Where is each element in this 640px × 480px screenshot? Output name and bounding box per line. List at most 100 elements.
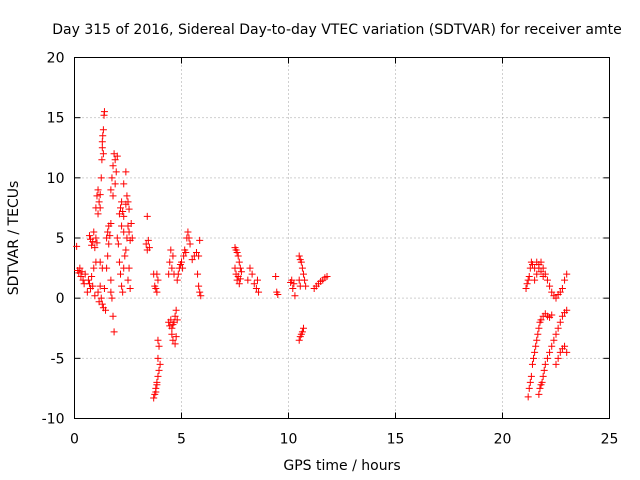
data-point <box>171 340 179 348</box>
data-point <box>236 275 244 283</box>
data-point <box>119 288 127 296</box>
data-point <box>123 192 131 200</box>
data-point <box>537 316 545 324</box>
data-point <box>556 288 564 296</box>
data-point <box>546 282 554 290</box>
data-point <box>195 252 203 260</box>
data-point <box>531 276 539 284</box>
data-point <box>548 311 556 319</box>
data-point <box>85 232 93 240</box>
data-point <box>98 300 106 308</box>
data-point <box>142 240 150 248</box>
y-tick-label: 20 <box>47 51 65 67</box>
data-point <box>124 198 132 206</box>
data-point <box>171 312 179 320</box>
data-point <box>252 285 260 293</box>
data-point <box>552 294 560 302</box>
data-point <box>524 276 532 284</box>
y-tick-label: 15 <box>47 111 65 127</box>
data-point <box>91 244 99 252</box>
data-point <box>128 234 136 242</box>
data-point <box>168 330 176 338</box>
x-tick-label: 10 <box>280 432 298 448</box>
data-point <box>96 258 104 266</box>
data-point <box>244 276 252 284</box>
data-point <box>296 282 304 290</box>
data-point <box>127 220 135 228</box>
data-point <box>558 312 566 320</box>
data-point <box>166 258 174 266</box>
x-axis-label: GPS time / hours <box>283 458 400 474</box>
data-point <box>196 236 204 244</box>
data-point <box>117 270 125 278</box>
data-point <box>126 285 134 293</box>
data-point <box>125 205 133 213</box>
data-point <box>97 174 105 182</box>
data-point <box>531 348 539 356</box>
data-point <box>125 264 133 272</box>
data-point <box>548 342 556 350</box>
data-point <box>563 270 571 278</box>
data-point <box>125 228 133 236</box>
data-point <box>535 324 543 332</box>
data-point <box>91 292 99 300</box>
data-point <box>104 228 112 236</box>
data-point <box>185 234 193 242</box>
data-point <box>154 354 162 362</box>
y-tick-label: -10 <box>42 412 65 428</box>
data-point <box>99 126 107 134</box>
data-point <box>246 264 254 272</box>
data-point <box>110 328 118 336</box>
data-point <box>188 256 196 264</box>
data-point <box>93 239 101 247</box>
data-point <box>98 156 106 164</box>
data-point <box>234 252 242 260</box>
data-point <box>89 238 97 246</box>
data-point <box>237 268 245 276</box>
data-point <box>298 328 306 336</box>
data-point <box>563 306 571 314</box>
data-point <box>143 212 151 220</box>
data-point <box>556 348 564 356</box>
data-point <box>90 228 98 236</box>
data-point <box>561 276 569 284</box>
data-point <box>178 258 185 266</box>
data-point <box>153 270 161 278</box>
data-point <box>539 372 547 380</box>
data-point <box>289 285 297 293</box>
data-point <box>530 354 538 362</box>
data-point <box>120 180 128 188</box>
data-point <box>525 273 533 281</box>
data-point <box>152 285 160 293</box>
data-point <box>99 132 107 140</box>
data-point <box>295 336 303 344</box>
data-point <box>233 248 241 256</box>
data-point <box>235 280 243 288</box>
data-point <box>107 220 115 228</box>
data-point <box>297 258 305 266</box>
data-point <box>145 244 153 252</box>
data-point <box>534 330 542 338</box>
data-point <box>298 264 306 272</box>
data-point <box>75 269 83 277</box>
data-point <box>94 288 102 296</box>
data-point <box>184 228 192 236</box>
data-point <box>558 285 566 293</box>
data-point <box>150 394 158 402</box>
data-point <box>113 234 121 242</box>
data-point <box>195 282 203 290</box>
data-point <box>94 186 102 194</box>
data-point <box>122 246 130 254</box>
data-point <box>106 232 114 240</box>
data-point <box>107 288 115 296</box>
data-point <box>186 240 194 248</box>
data-point <box>197 292 205 300</box>
data-point <box>532 342 540 350</box>
data-point <box>105 240 113 248</box>
data-point <box>288 276 296 284</box>
data-point <box>88 273 96 281</box>
data-point <box>561 342 569 350</box>
data-point <box>523 280 531 288</box>
data-point <box>154 372 162 380</box>
